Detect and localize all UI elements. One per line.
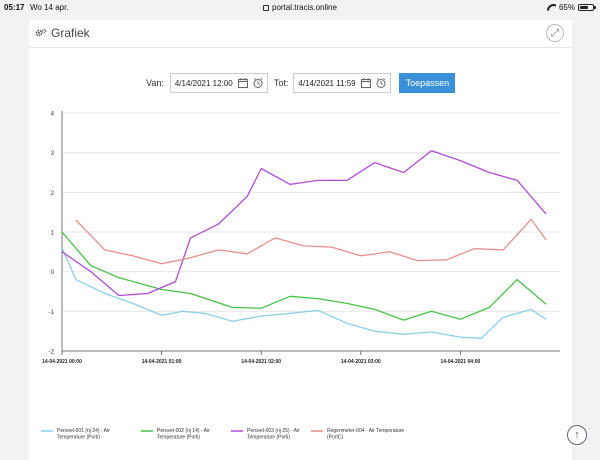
battery-percentage: 65%: [558, 3, 575, 12]
series-line-3[interactable]: [61, 150, 547, 297]
to-date-field[interactable]: 4/14/2021 11:59: [293, 73, 392, 93]
status-right: 65%: [547, 3, 596, 12]
lock-icon: [263, 5, 270, 11]
card-title: Grafiek: [35, 26, 90, 40]
x-tick-label: 14-04-2021 02:00: [241, 359, 281, 365]
to-date-value: 4/14/2021 11:59: [298, 78, 356, 88]
clock-icon[interactable]: [376, 78, 386, 88]
address-bar[interactable]: portal.tracis.online: [0, 3, 600, 12]
y-tick-label: 4: [51, 112, 55, 118]
y-tick-label: 2: [51, 191, 55, 197]
date-filter: Van: 4/14/2021 12:00 Tot: 4/14/2021 11:5…: [146, 72, 456, 94]
to-label: Tot:: [273, 78, 289, 88]
x-tick-label: 14-04-2021 04:00: [441, 359, 481, 365]
from-label: Van:: [146, 78, 164, 88]
x-tick-label: 14-04-2021 01:00: [142, 359, 182, 365]
page-title: Grafiek: [51, 26, 90, 40]
battery-fill: [580, 6, 588, 9]
from-date-field[interactable]: 4/14/2021 12:00: [169, 73, 268, 93]
y-tick-label: 3: [51, 151, 55, 157]
status-date: Wo 14 apr.: [30, 3, 69, 12]
calendar-icon[interactable]: [360, 78, 371, 88]
y-tick-label: 0: [51, 270, 55, 276]
series-line-1[interactable]: [61, 247, 547, 339]
x-tick-label: 14-04-2021 03:00: [341, 359, 381, 365]
url-text: portal.tracis.online: [272, 3, 337, 12]
calendar-icon[interactable]: [237, 78, 248, 88]
wifi-icon: [547, 4, 556, 11]
legend-entry-3[interactable]: Perceel-003 (rij 25) - Air Temperature (P…: [247, 428, 300, 440]
legend-entry-2[interactable]: Perceel-002 (rij 14) - Air Temperature (P…: [157, 428, 210, 440]
from-date-value: 4/14/2021 12:00: [174, 78, 233, 88]
legend-entry-1[interactable]: Perceel-001 (rij 24) - Air Temperature (P…: [57, 428, 110, 440]
y-tick-label: -1: [49, 310, 55, 316]
legend-entry-4[interactable]: Regenmeter-004 - Air Temperature (PortC): [327, 428, 404, 440]
y-tick-label: 1: [51, 231, 55, 237]
apply-button[interactable]: Toepassen: [399, 73, 456, 93]
gears-icon: [35, 28, 47, 37]
scroll-top-button[interactable]: ↑: [567, 425, 587, 445]
expand-icon: ⤢: [551, 27, 559, 39]
line-chart: -2 -1 0 1 2 3 4 14-04-2021 00:00 14-04-2021 01:0…: [41, 111, 560, 440]
card-header: Grafiek ⤢: [29, 20, 572, 48]
chart-card: Grafiek ⤢ Van: 4/14/2021 12:00 Tot: 4/14…: [29, 20, 572, 460]
status-time: 05:17: [4, 3, 25, 12]
status-bar: 05:17 Wo 14 apr. portal.tracis.online 65…: [0, 0, 600, 14]
arrow-up-icon: ↑: [574, 429, 580, 441]
battery-icon: [578, 4, 596, 11]
y-tick-label: -2: [49, 350, 55, 356]
series-line-2[interactable]: [61, 231, 547, 321]
clock-icon[interactable]: [253, 78, 263, 88]
series-line-4[interactable]: [75, 218, 547, 265]
x-tick-label: 14-04-2021 00:00: [42, 359, 82, 365]
expand-button[interactable]: ⤢: [546, 24, 564, 42]
